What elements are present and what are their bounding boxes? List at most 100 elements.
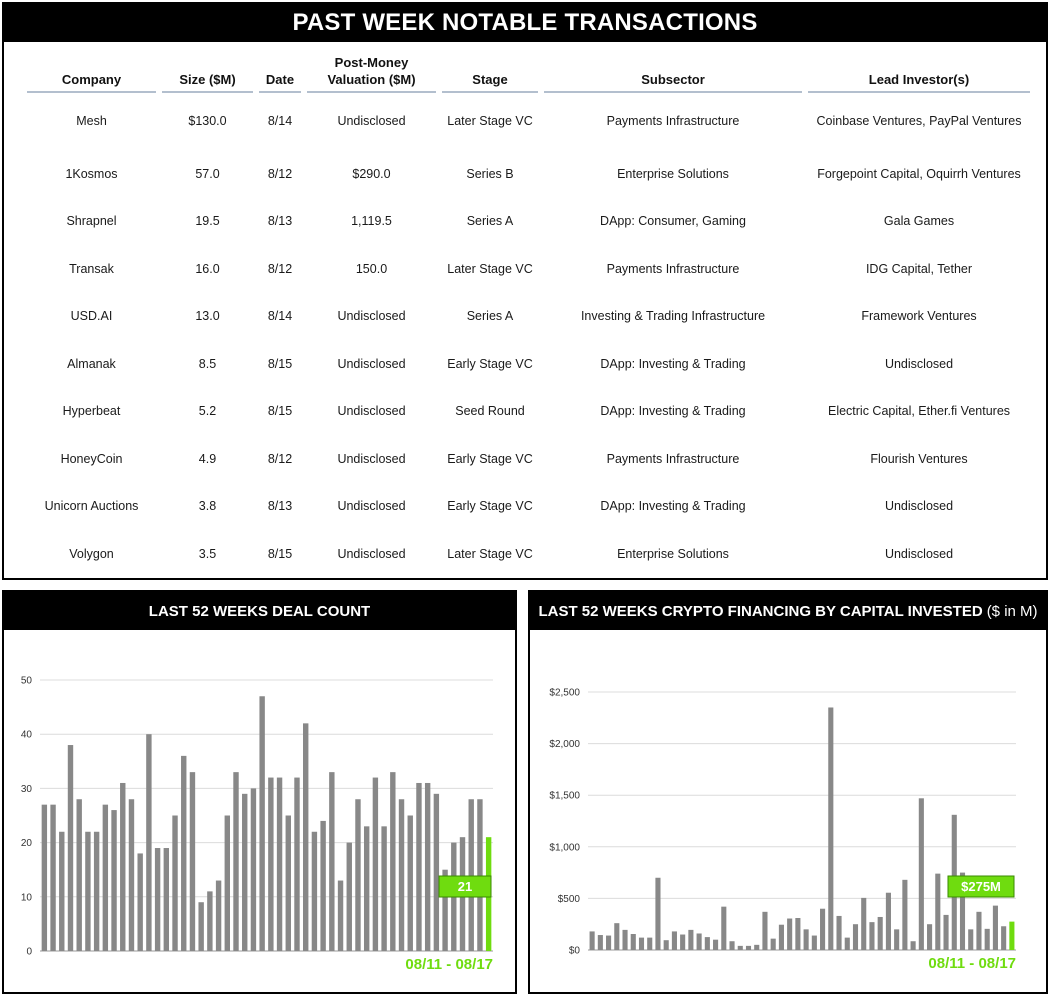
bar <box>597 935 603 950</box>
bar <box>910 941 916 950</box>
bar <box>754 944 760 950</box>
bar <box>729 941 735 950</box>
notable-transactions-title: PAST WEEK NOTABLE TRANSACTIONS <box>4 4 1046 42</box>
column-header-subsector: Subsector <box>541 54 805 93</box>
bar <box>102 804 109 951</box>
bar <box>770 938 776 950</box>
cell-date: 8/12 <box>267 451 293 466</box>
cell-subsector: DApp: Consumer, Gaming <box>600 214 746 229</box>
cell-stage: Seed Round <box>455 404 525 419</box>
bar <box>589 931 595 950</box>
column-header-underline <box>307 91 436 93</box>
bar <box>655 877 661 950</box>
bar <box>1001 926 1007 950</box>
cell-subsector: DApp: Investing & Trading <box>600 356 746 371</box>
cell-company: Almanak <box>67 356 116 371</box>
bar <box>787 918 793 950</box>
y-tick-label: 0 <box>26 947 32 958</box>
cell-lead-investors: Undisclosed <box>884 499 954 514</box>
bar <box>844 937 850 950</box>
cell-valuation: Undisclosed <box>337 309 406 324</box>
column-header-stage: Stage <box>439 54 541 93</box>
bar <box>943 914 949 950</box>
table-row: HoneyCoin 4.9 8/12 Undisclosed Early Stage V… <box>24 435 1033 483</box>
column-header-label: Stage <box>472 72 508 87</box>
bar <box>181 755 187 951</box>
table-header-row: Company Size ($M) Date Post-Money Valuation… <box>24 54 1033 93</box>
table-body: Mesh $130.0 8/14 Undisclosed Later Stage VC P… <box>24 92 1033 578</box>
column-header-company: Company <box>24 54 159 93</box>
bar <box>390 772 396 951</box>
cell-valuation: Undisclosed <box>337 546 406 561</box>
bar <box>85 831 91 951</box>
notable-transactions-panel: PAST WEEK NOTABLE TRANSACTIONS Company Si… <box>2 2 1048 580</box>
bar <box>606 935 612 950</box>
bar <box>820 908 826 950</box>
cell-valuation: Undisclosed <box>337 404 406 419</box>
cell-size: $130.0 <box>188 114 227 128</box>
bar <box>233 772 239 951</box>
cell-date: 8/15 <box>267 356 293 371</box>
bar <box>198 902 204 951</box>
column-header-date: Date <box>256 54 304 93</box>
bar <box>877 916 883 950</box>
bar <box>671 931 677 950</box>
capital-invested-chart-title: LAST 52 WEEKS CRYPTO FINANCING BY CAPITA… <box>530 592 1046 630</box>
cell-stage: Early Stage VC <box>447 499 533 514</box>
bar <box>861 897 867 950</box>
bar <box>704 937 710 950</box>
cell-date: 8/15 <box>267 404 293 419</box>
bar <box>713 939 719 950</box>
bar <box>918 798 924 950</box>
bar <box>622 929 628 950</box>
cell-stage: Series A <box>466 214 514 229</box>
bar <box>836 915 842 950</box>
cell-date: 8/14 <box>267 309 293 324</box>
bar <box>76 799 82 951</box>
bar <box>614 923 620 950</box>
bar <box>468 799 474 951</box>
bar <box>163 848 170 951</box>
current-value-callout-text: $275M <box>961 879 1001 894</box>
cell-company: Shrapnel <box>66 214 117 229</box>
cell-subsector: Payments Infrastructure <box>606 451 740 466</box>
bar <box>433 793 440 951</box>
bar <box>762 911 768 950</box>
cell-subsector: Payments Infrastructure <box>606 114 740 128</box>
bar <box>41 804 48 951</box>
bar <box>680 934 686 950</box>
y-tick-label: $2,000 <box>549 739 580 750</box>
y-tick-label: 40 <box>21 730 33 741</box>
bar <box>721 906 727 950</box>
cell-size: 5.2 <box>198 404 217 419</box>
cell-size: 19.5 <box>195 214 220 229</box>
bar <box>207 891 213 951</box>
table-row: Mesh $130.0 8/14 Undisclosed Later Stage VC P… <box>24 92 1033 150</box>
y-tick-label: 30 <box>21 784 33 795</box>
bar <box>67 745 74 951</box>
bar <box>407 815 413 951</box>
y-tick-label: $0 <box>569 946 581 957</box>
cell-size: 3.8 <box>198 499 217 514</box>
bar <box>120 782 126 951</box>
bar <box>894 929 900 950</box>
bar <box>992 905 998 950</box>
table-row: Shrapnel 19.5 8/13 1,119.5 Series A DApp: Con… <box>24 198 1033 246</box>
y-tick-label: 10 <box>21 892 33 903</box>
column-header-label: Subsector <box>641 72 705 87</box>
cell-date: 8/13 <box>267 214 293 229</box>
bar <box>355 799 361 951</box>
bar <box>638 937 645 950</box>
bar <box>902 879 908 950</box>
cell-valuation: Undisclosed <box>337 499 406 514</box>
bar <box>189 772 196 951</box>
table-row: Almanak 8.5 8/15 Undisclosed Early Stage VC D… <box>24 340 1033 388</box>
y-tick-label: $1,000 <box>549 842 580 853</box>
cell-company: 1Kosmos <box>65 166 118 181</box>
column-header-underline <box>27 91 156 93</box>
capital-invested-panel: LAST 52 WEEKS CRYPTO FINANCING BY CAPITA… <box>528 590 1048 994</box>
cell-company: USD.AI <box>70 309 113 324</box>
bar <box>172 815 178 951</box>
column-header-underline <box>162 91 253 93</box>
cell-lead-investors: Framework Ventures <box>861 309 977 324</box>
